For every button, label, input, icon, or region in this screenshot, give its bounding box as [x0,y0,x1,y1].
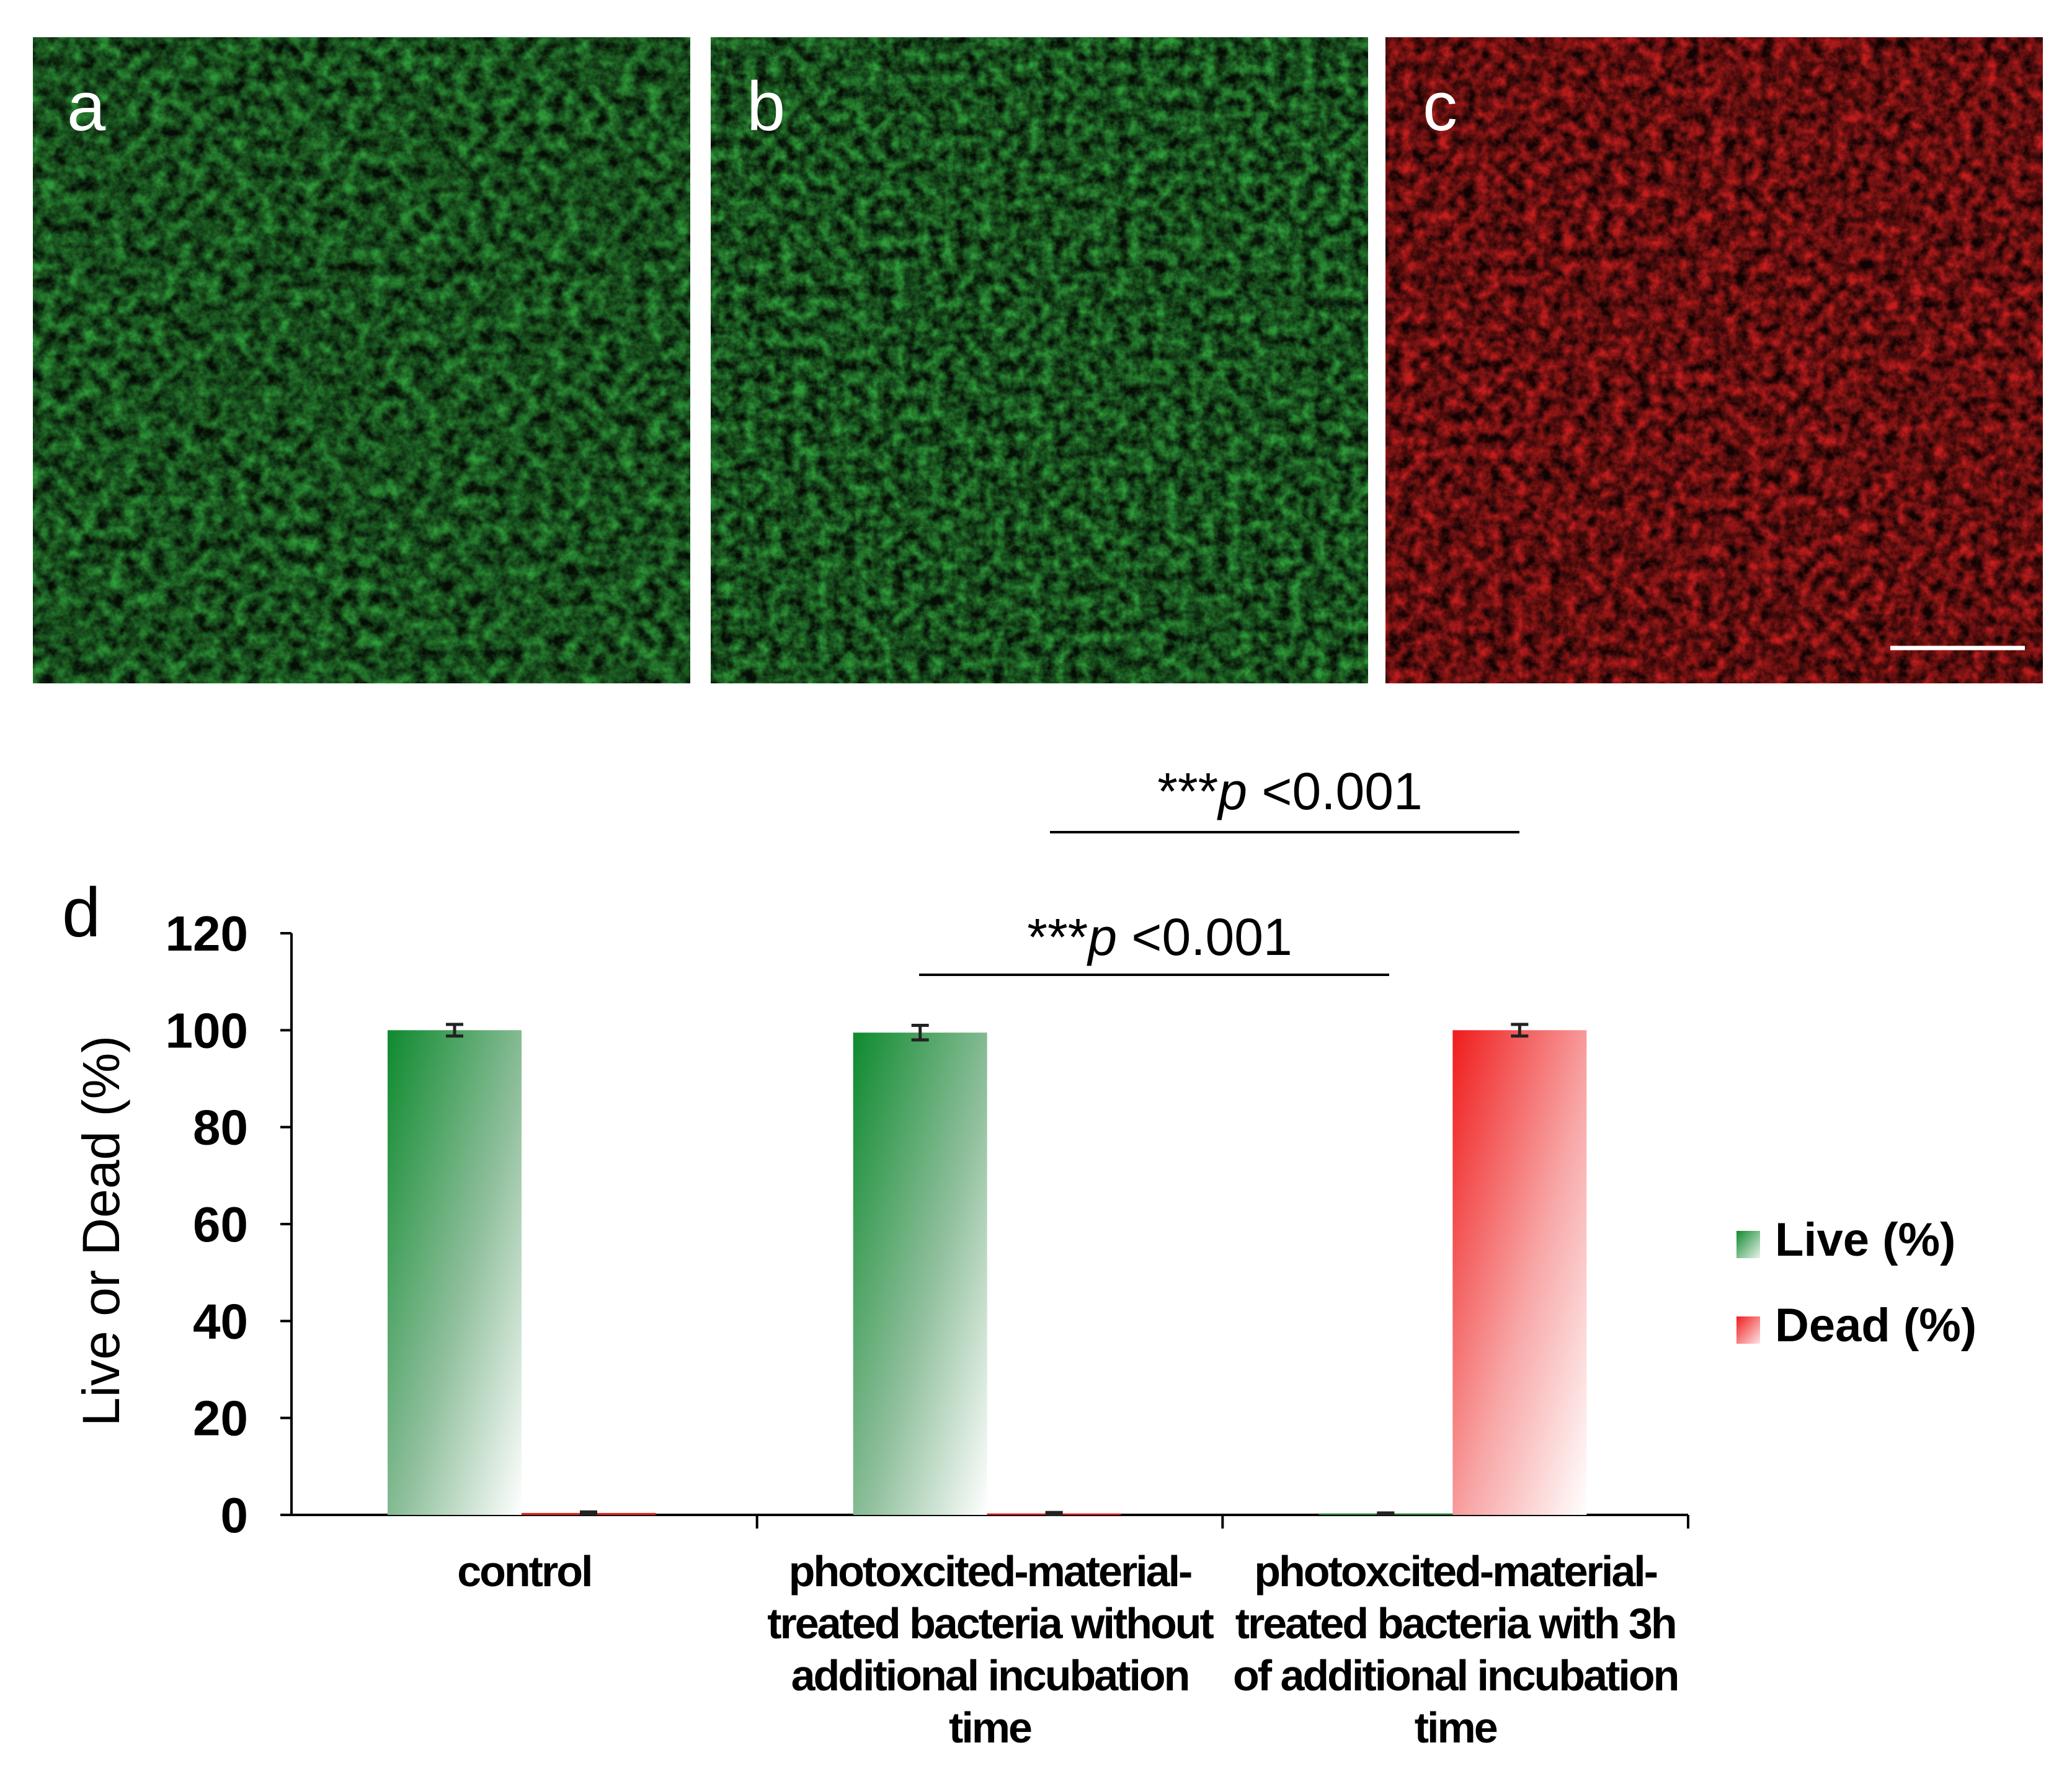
significance-label: ***p <0.001 [1157,762,1422,820]
x-category-label: additional incubation [791,1651,1189,1700]
y-tick-label: 40 [193,1294,248,1349]
x-category-label: of additional incubation [1233,1651,1678,1700]
bars [388,1023,1587,1516]
y-tick-label: 80 [193,1100,248,1155]
micrograph-panel-a: a [33,37,690,683]
x-category-label: photoxcited-material- [789,1547,1191,1596]
panel-label-c: c [1423,68,1457,145]
y-axis-label: Live or Dead (%) [72,1036,130,1426]
x-category-label: time [949,1703,1031,1752]
panel-label-d: d [62,874,100,951]
x-category-label: time [1415,1703,1497,1752]
x-category-label: control [457,1547,591,1596]
significance-label: ***p <0.001 [1027,908,1292,966]
legend-label: Dead (%) [1775,1299,1976,1352]
panel-label-b: b [747,68,785,145]
x-category-label: treated bacteria without [767,1599,1214,1648]
x-tick-labels: control photoxcited-material-treated bact… [457,1547,1679,1752]
y-tick-label: 60 [193,1197,248,1252]
micrograph-panel-c: c [1385,37,2043,683]
legend: Live (%) Dead (%) [1736,1214,1976,1352]
legend-label: Live (%) [1775,1214,1955,1266]
bar-dead [1452,1030,1587,1515]
legend-swatch-dead [1736,1316,1760,1344]
bar-chart: d Live or Dead (%) 0 20 40 60 80 100 120 ***p … [62,762,1976,1752]
significance-annotations: ***p <0.001 ***p <0.001 [919,762,1519,976]
legend-swatch-live [1736,1231,1760,1258]
x-category-label: photoxcited-material- [1254,1547,1656,1596]
y-tick-label: 20 [193,1391,248,1446]
bar-live [853,1032,987,1515]
y-tick-label: 100 [166,1003,248,1058]
panel-label-a: a [67,68,106,145]
x-category-label: treated bacteria with 3h [1235,1599,1676,1648]
micrograph-panel-b: b [711,37,1368,683]
y-tick-label: 120 [166,906,248,961]
bar-live [388,1030,522,1515]
y-tick-label: 0 [221,1488,249,1543]
